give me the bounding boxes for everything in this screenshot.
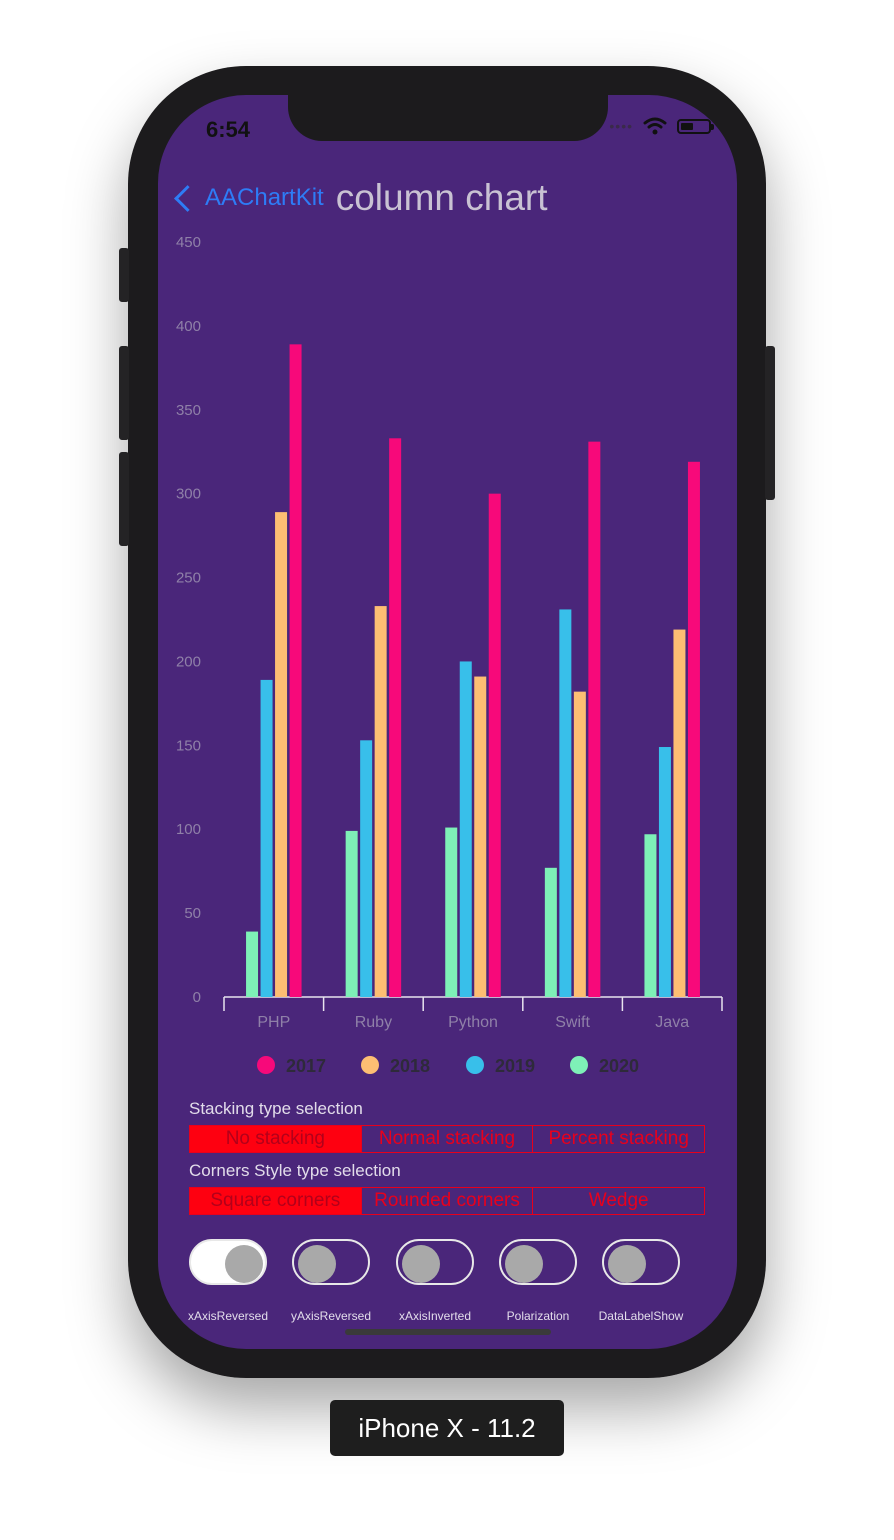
- signal-icon: ••••: [609, 118, 633, 134]
- switch-knob[interactable]: [402, 1245, 440, 1283]
- bar-2020-swift: [544, 867, 557, 997]
- status-time: 6:54: [206, 117, 251, 142]
- switch-label: DataLabelShow: [598, 1309, 684, 1323]
- battery-icon: [677, 118, 714, 134]
- switch-polarization[interactable]: [499, 1239, 577, 1285]
- y-tick-label: 400: [176, 318, 201, 335]
- status-icons: ••••: [609, 117, 714, 135]
- bar-2017-ruby: [389, 438, 402, 997]
- legend-marker-2018: [361, 1056, 379, 1074]
- bar-2019-java: [658, 747, 671, 997]
- corners-segmented-control: Square corners Rounded corners Wedge: [189, 1187, 705, 1215]
- y-tick-label: 150: [176, 737, 201, 754]
- y-tick-label: 200: [176, 653, 201, 670]
- silent-switch: [119, 248, 129, 302]
- switch-knob[interactable]: [505, 1245, 543, 1283]
- corners-option-square-corners[interactable]: Square corners: [190, 1188, 361, 1214]
- bar-2019-php: [260, 679, 273, 997]
- battery-fill: [681, 122, 693, 130]
- legend-label-2020: 2020: [599, 1056, 639, 1076]
- corners-option-rounded-corners[interactable]: Rounded corners: [360, 1188, 533, 1214]
- y-tick-label: 300: [176, 486, 201, 503]
- legend-label-2018: 2018: [390, 1056, 430, 1076]
- stacking-option-percent-stacking[interactable]: Percent stacking: [532, 1126, 704, 1152]
- bar-2017-python: [488, 493, 501, 997]
- switch-knob[interactable]: [608, 1245, 646, 1283]
- bar-2020-java: [644, 834, 657, 997]
- x-tick-label: PHP: [257, 1014, 290, 1031]
- bar-2020-php: [246, 931, 259, 997]
- legend-label-2019: 2019: [495, 1056, 535, 1076]
- page-title: column chart: [335, 177, 548, 218]
- y-tick-label: 0: [193, 989, 201, 1006]
- corners-label: Corners Style type selection: [189, 1161, 401, 1180]
- bar-2018-swift: [573, 691, 586, 997]
- bar-2019-ruby: [360, 740, 373, 997]
- x-tick-label: Python: [448, 1014, 498, 1031]
- bar-2020-ruby: [345, 830, 358, 997]
- power-button: [765, 346, 775, 500]
- x-tick-label: Java: [655, 1014, 689, 1031]
- bar-2017-php: [289, 344, 302, 997]
- navigation-bar: AAChartKit column chart: [172, 177, 548, 219]
- x-tick-label: Ruby: [355, 1014, 392, 1031]
- y-tick-label: 250: [176, 570, 201, 587]
- switch-datalabelshow[interactable]: [602, 1239, 680, 1285]
- corners-option-wedge[interactable]: Wedge: [532, 1188, 704, 1214]
- y-tick-label: 50: [184, 905, 201, 922]
- legend-label-2017: 2017: [286, 1056, 326, 1076]
- switch-knob[interactable]: [225, 1245, 263, 1283]
- bar-2018-java: [673, 629, 686, 997]
- x-tick-label: Swift: [555, 1014, 590, 1031]
- bar-2019-swift: [559, 609, 572, 997]
- device-label: iPhone X - 11.2: [330, 1400, 564, 1456]
- stacking-option-no-stacking[interactable]: No stacking: [190, 1126, 361, 1152]
- volume-down-button: [119, 452, 129, 546]
- back-chevron-icon[interactable]: [174, 184, 201, 212]
- notch: [288, 95, 608, 141]
- switch-label: yAxisReversed: [290, 1309, 372, 1323]
- y-tick-label: 100: [176, 821, 201, 838]
- bar-2017-swift: [588, 441, 601, 998]
- y-tick-label: 350: [176, 402, 201, 419]
- volume-up-button: [119, 346, 129, 440]
- stacking-segmented-control: No stacking Normal stacking Percent stacki…: [189, 1125, 705, 1153]
- y-tick-label: 450: [176, 234, 201, 251]
- column-chart: 0 50 100 150 200 250 300 350 400 450 PHP Ruby Python…: [176, 234, 723, 1076]
- legend-marker-2017: [257, 1056, 275, 1074]
- wifi-icon: [643, 117, 667, 135]
- home-indicator[interactable]: [345, 1329, 551, 1335]
- bar-2018-python: [474, 676, 487, 997]
- switch-label: Polarization: [506, 1309, 570, 1323]
- stacking-option-normal-stacking[interactable]: Normal stacking: [360, 1126, 533, 1152]
- switch-xaxisinverted[interactable]: [396, 1239, 474, 1285]
- bar-2019-python: [459, 661, 472, 997]
- bar-2018-php: [275, 512, 288, 997]
- legend-marker-2020: [570, 1056, 588, 1074]
- switch-xaxisreversed[interactable]: [189, 1239, 267, 1285]
- switch-yaxisreversed[interactable]: [292, 1239, 370, 1285]
- bar-2017-java: [687, 461, 700, 997]
- switch-knob[interactable]: [298, 1245, 336, 1283]
- switch-label: xAxisInverted: [398, 1309, 472, 1323]
- screen: 6:54 •••• AAChartKit column chart 0 50 100…: [158, 95, 737, 1349]
- legend-marker-2019: [466, 1056, 484, 1074]
- switch-label: xAxisReversed: [187, 1309, 269, 1323]
- bar-2020-python: [445, 827, 458, 997]
- back-button[interactable]: AAChartKit: [205, 184, 324, 211]
- stacking-label: Stacking type selection: [189, 1099, 363, 1118]
- bar-2018-ruby: [374, 606, 387, 997]
